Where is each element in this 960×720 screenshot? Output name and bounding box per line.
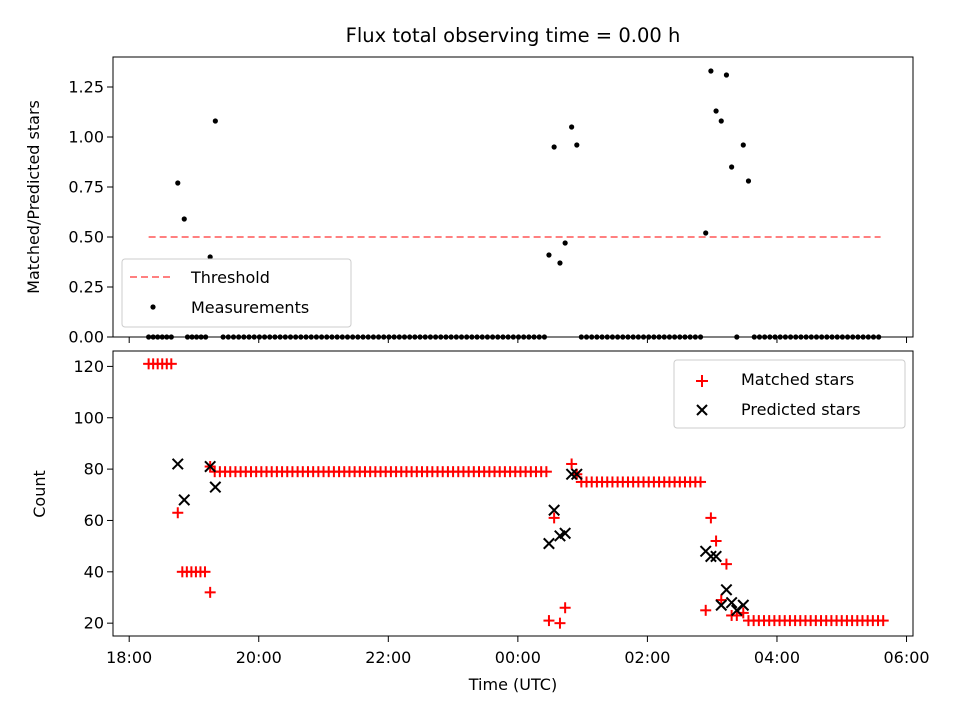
measurement-point: [207, 254, 213, 260]
measurement-point: [723, 72, 730, 78]
top-y-axis-label: Matched/Predicted stars: [24, 100, 43, 294]
matched-star-point: [695, 476, 707, 488]
measurement-point: [546, 252, 552, 258]
predicted-star-point: [715, 599, 728, 612]
x-axis-label: Time (UTC): [468, 675, 557, 694]
top-plot-frame: [112, 56, 914, 338]
bottom-y-tick-label: 120: [73, 357, 104, 376]
matched-star-point: [540, 466, 552, 478]
measurement-point: [713, 108, 719, 114]
legend-predicted-swatch: [696, 404, 708, 416]
x-tick-label: 00:00: [495, 648, 541, 667]
predicted-star-point: [543, 537, 555, 550]
bottom-y-tick-label: 60: [84, 511, 104, 530]
bottom-y-tick-label: 20: [84, 614, 104, 633]
x-tick-label: 02:00: [624, 648, 670, 667]
measurement-point: [708, 68, 714, 74]
bottom-y-tick-label: 40: [84, 562, 104, 581]
predicted-star-point: [204, 460, 217, 473]
matched-star-point: [566, 458, 578, 470]
measurement-point: [703, 230, 709, 236]
measurement-point: [562, 240, 568, 246]
bottom-y-tick-label: 100: [73, 408, 104, 427]
predicted-star-point: [710, 550, 722, 563]
measurement-point: [745, 178, 752, 184]
predicted-star-point: [565, 468, 578, 481]
legend-measurements-label: Measurements: [191, 298, 309, 317]
bottom-legend: Matched stars Predicted stars: [673, 359, 906, 429]
matched-star-point: [548, 512, 560, 524]
x-tick-label: 06:00: [883, 648, 929, 667]
legend-threshold-label: Threshold: [190, 268, 270, 287]
predicted-star-point: [548, 504, 561, 517]
legend-matched-swatch: [696, 375, 708, 387]
matched-star-point: [543, 615, 555, 627]
top-y-tick-label: 0.25: [68, 278, 104, 297]
predicted-star-point: [559, 527, 572, 540]
bottom-plot-frame: [112, 350, 914, 637]
measurement-point: [212, 118, 218, 124]
predicted-star-point: [178, 494, 191, 506]
measurement-point: [574, 142, 580, 148]
matched-star-point: [710, 535, 722, 547]
x-tick-label: 18:00: [106, 648, 152, 667]
matched-star-point: [877, 615, 889, 627]
x-tick-label: 04:00: [754, 648, 800, 667]
predicted-star-point: [704, 550, 717, 563]
measurement-point: [718, 118, 724, 124]
predicted-star-point: [737, 599, 750, 612]
top-y-tick-label: 1.00: [68, 128, 104, 147]
matched-star-point: [731, 609, 743, 621]
x-tick-label: 20:00: [236, 648, 282, 667]
top-legend-box: [121, 258, 352, 328]
bottom-axes: 20 40 60 80 100 120 18:00 20:00 22:00 00:00 02:00 0…: [73, 357, 929, 667]
measurement-point: [557, 260, 563, 266]
matched-star-point: [199, 566, 211, 578]
legend-matched-label: Matched stars: [741, 370, 854, 389]
predicted-star-point: [720, 583, 733, 596]
measurement-point: [181, 216, 187, 222]
matched-star-point: [700, 604, 712, 616]
chart-title: Flux total observing time = 0.00 h: [346, 24, 681, 47]
measurement-point: [729, 164, 735, 170]
top-y-tick-label: 0.75: [68, 178, 104, 197]
predicted-star-point: [171, 458, 184, 470]
measurement-point: [740, 142, 746, 148]
predicted-star-point: [570, 468, 583, 481]
bottom-plot-marks: [143, 358, 889, 629]
legend-measurements-swatch: [150, 304, 156, 310]
measurement-point: [175, 180, 181, 186]
matched-star-point: [559, 602, 571, 614]
top-y-tick-label: 1.25: [68, 78, 104, 97]
bottom-y-tick-label: 80: [84, 460, 104, 479]
matched-star-point: [165, 358, 177, 370]
matched-star-point: [715, 594, 727, 606]
predicted-star-point: [725, 596, 738, 609]
legend-predicted-label: Predicted stars: [741, 400, 861, 419]
top-axes: 0.00 0.25 0.50 0.75 1.00 1.25: [68, 78, 908, 347]
top-y-tick-label: 0.50: [68, 228, 104, 247]
matched-star-point: [172, 507, 184, 519]
bottom-legend-box: [673, 359, 906, 429]
top-y-tick-label: 0.00: [68, 328, 104, 347]
bottom-y-axis-label: Count: [30, 470, 49, 518]
matched-star-point: [720, 558, 732, 570]
top-legend: Threshold Measurements: [121, 258, 352, 328]
matched-star-point: [204, 586, 216, 598]
measurement-point: [551, 144, 557, 150]
ratio-panel: Flux total observing time = 0.00 h Match…: [24, 24, 914, 347]
measurement-point: [569, 124, 575, 130]
x-tick-label: 22:00: [365, 648, 411, 667]
matched-star-point: [554, 617, 566, 629]
matched-star-point: [705, 512, 717, 524]
count-panel: Count Time (UTC) 20 40 60 80 100 120 18:00 20:0…: [30, 350, 930, 694]
predicted-star-point: [209, 481, 222, 493]
